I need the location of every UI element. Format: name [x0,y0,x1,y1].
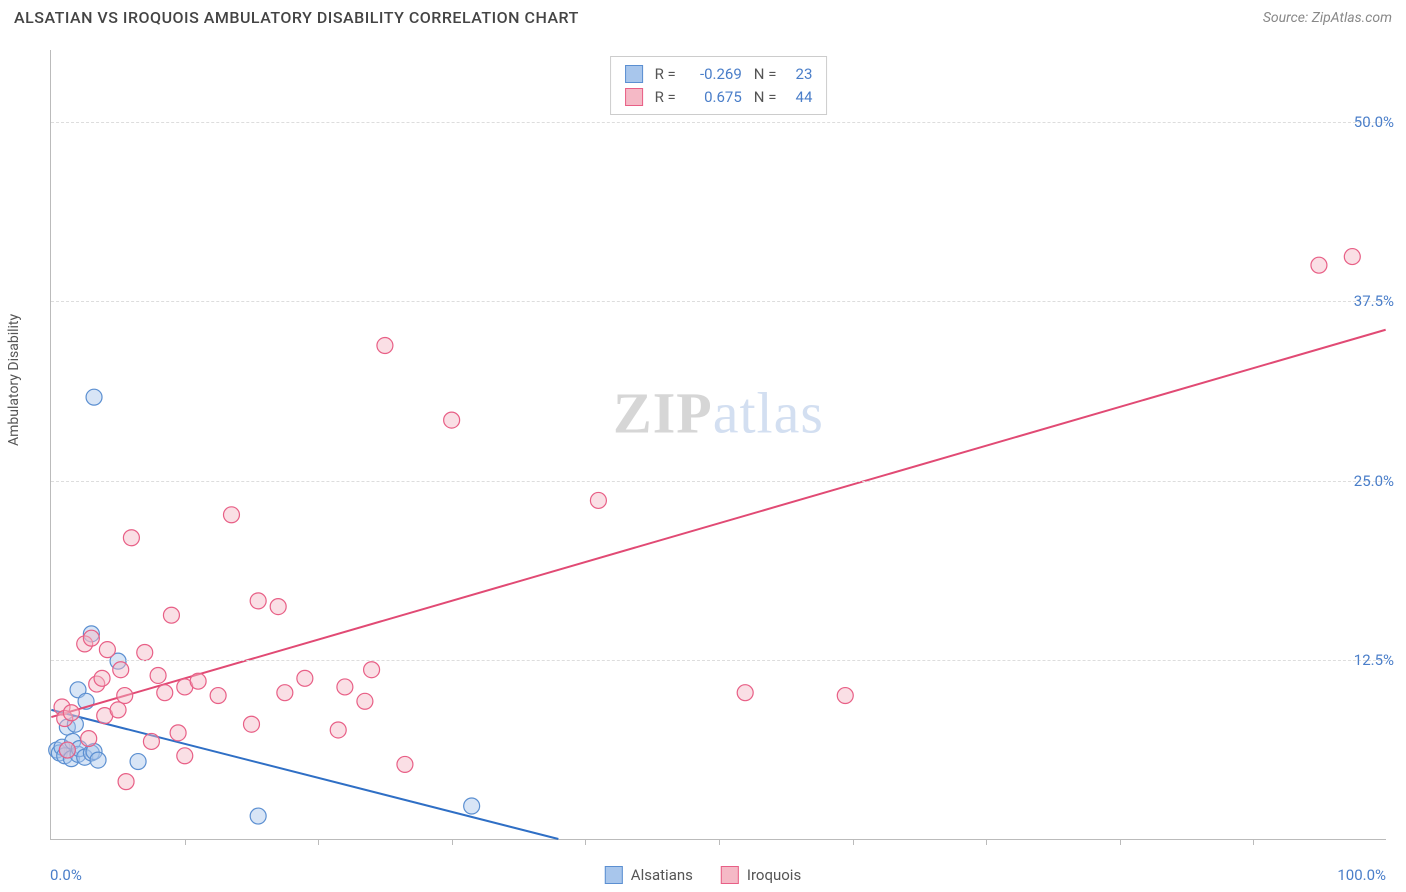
scatter-point [250,808,266,824]
scatter-point [113,662,129,678]
scatter-point [444,412,460,428]
scatter-point [86,389,102,405]
scatter-point [210,688,226,704]
y-tick-label: 25.0% [1354,472,1394,490]
x-tick [1120,839,1121,845]
legend-row: R = 0.675 N = 44 [625,86,813,109]
gridline [51,122,1386,123]
scatter-point [337,679,353,695]
x-tick-max: 100.0% [1337,866,1386,884]
gridline [51,660,1386,661]
legend-row: R = -0.269 N = 23 [625,63,813,86]
r-label: R = [655,63,676,86]
legend-swatch [721,866,739,884]
x-tick [185,839,186,845]
scatter-point [59,742,75,758]
n-value: 44 [784,86,812,109]
scatter-point [163,607,179,623]
scatter-point [357,693,373,709]
scatter-point [123,530,139,546]
legend-bottom: Alsatians Iroquois [605,866,801,884]
scatter-point [190,673,206,689]
scatter-point [1311,257,1327,273]
scatter-point [297,670,313,686]
scatter-point [130,754,146,770]
scatter-point [83,630,99,646]
scatter-chart: ZIPatlas R = -0.269 N = 23 R = 0.675 N =… [50,50,1386,840]
scatter-point [737,685,753,701]
scatter-point [223,507,239,523]
gridline [51,481,1386,482]
x-tick [1253,839,1254,845]
gridline [51,301,1386,302]
legend-label: Alsatians [631,866,693,884]
chart-title: ALSATIAN VS IROQUOIS AMBULATORY DISABILI… [14,8,579,27]
scatter-point [397,756,413,772]
scatter-point [377,338,393,354]
x-tick [452,839,453,845]
scatter-point [250,593,266,609]
legend-swatch [625,65,643,83]
x-tick-min: 0.0% [50,866,82,884]
trend-line [51,330,1385,717]
x-tick [719,839,720,845]
r-label: R = [655,86,676,109]
r-value: 0.675 [684,86,742,109]
legend-item: Alsatians [605,866,693,884]
y-axis-label: Ambulatory Disability [6,314,22,446]
scatter-point [244,716,260,732]
legend-item: Iroquois [721,866,801,884]
x-tick [853,839,854,845]
scatter-point [99,642,115,658]
legend-label: Iroquois [747,866,801,884]
scatter-point [170,725,186,741]
source-attribution: Source: ZipAtlas.com [1263,10,1392,26]
scatter-point [464,798,480,814]
correlation-legend: R = -0.269 N = 23 R = 0.675 N = 44 [610,56,828,115]
scatter-point [137,645,153,661]
scatter-point [270,599,286,615]
scatter-point [157,685,173,701]
scatter-point [90,752,106,768]
n-value: 23 [784,63,812,86]
scatter-point [143,733,159,749]
scatter-point [364,662,380,678]
chart-header: ALSATIAN VS IROQUOIS AMBULATORY DISABILI… [0,0,1406,33]
scatter-point [837,688,853,704]
scatter-point [330,722,346,738]
scatter-point [117,688,133,704]
scatter-point [94,670,110,686]
scatter-point [63,705,79,721]
scatter-point [177,748,193,764]
scatter-point [150,667,166,683]
scatter-point [81,731,97,747]
y-tick-label: 37.5% [1354,292,1394,310]
x-tick [585,839,586,845]
scatter-point [1344,249,1360,265]
scatter-point [110,702,126,718]
r-value: -0.269 [684,63,742,86]
n-label: N = [754,63,777,86]
n-label: N = [754,86,777,109]
legend-swatch [625,88,643,106]
scatter-point [590,492,606,508]
x-tick [986,839,987,845]
y-tick-label: 12.5% [1354,651,1394,669]
x-tick [318,839,319,845]
scatter-point [118,774,134,790]
scatter-point [277,685,293,701]
legend-swatch [605,866,623,884]
y-tick-label: 50.0% [1354,113,1394,131]
